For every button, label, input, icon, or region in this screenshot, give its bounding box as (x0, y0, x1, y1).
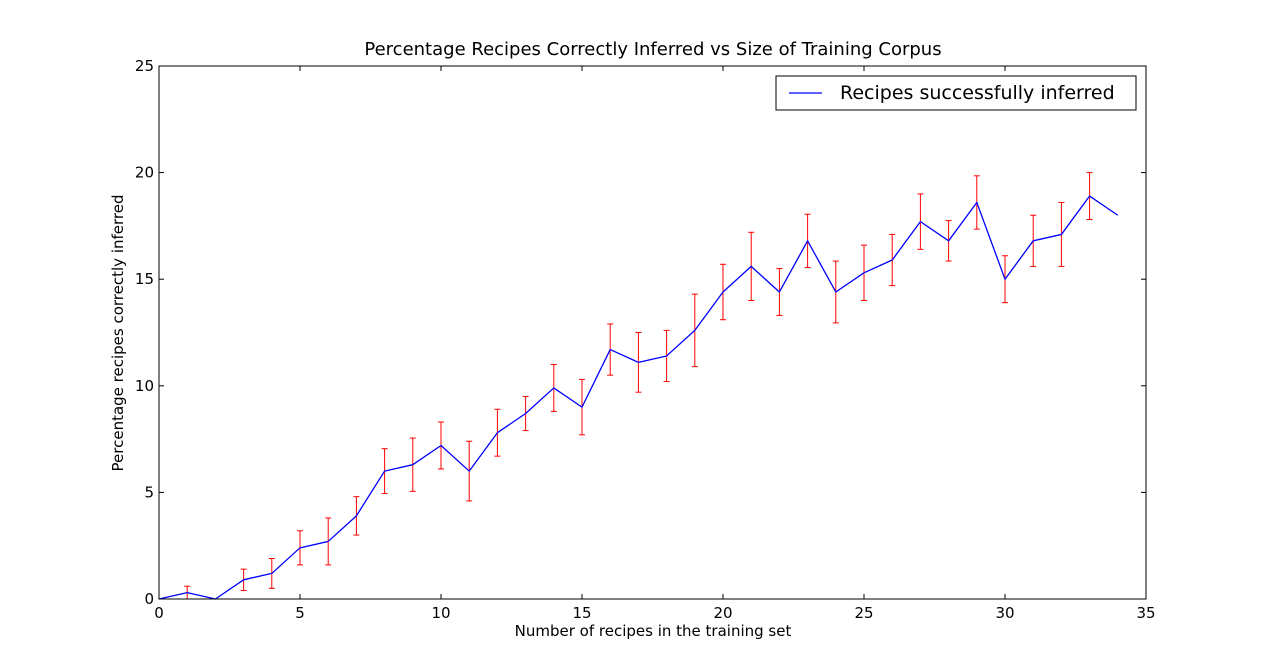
y-tick-label: 0 (144, 590, 154, 608)
x-tick-label: 30 (995, 604, 1014, 622)
plot-area: 0 5 10 15 20 25 30 35 0 5 10 15 20 25 (135, 57, 1156, 622)
y-tick-label: 15 (135, 270, 154, 288)
y-axis-label: Percentage recipes correctly inferred (109, 195, 127, 472)
x-tick-label: 5 (295, 604, 305, 622)
y-tick-label: 25 (135, 57, 154, 75)
axes-frame (158, 65, 1147, 600)
legend-label: Recipes successfully inferred (840, 82, 1115, 104)
x-tick-label: 25 (854, 604, 873, 622)
y-tick-label: 20 (135, 164, 154, 182)
x-tick-label: 10 (431, 604, 450, 622)
series-line (158, 195, 1119, 600)
legend: Recipes successfully inferred (775, 75, 1137, 111)
y-tick-label: 5 (144, 483, 154, 501)
x-tick-label: 15 (572, 604, 591, 622)
x-tick-label: 0 (154, 604, 164, 622)
x-tick-label: 35 (1136, 604, 1155, 622)
chart-title: Percentage Recipes Correctly Inferred vs… (364, 39, 941, 60)
legend-box (775, 75, 1137, 111)
x-tick-label: 20 (713, 604, 732, 622)
y-tick-label: 10 (135, 377, 154, 395)
x-axis-label: Number of recipes in the training set (515, 622, 792, 640)
